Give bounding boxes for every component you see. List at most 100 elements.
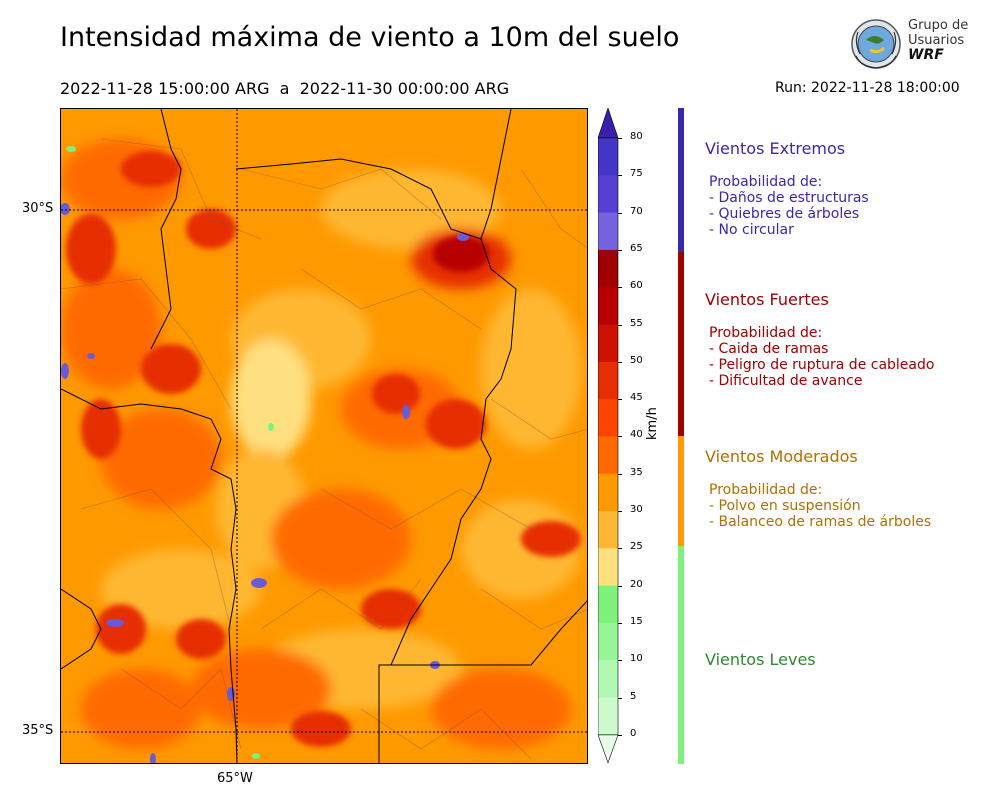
legend-category-title: Vientos Moderados <box>705 447 858 466</box>
colorbar-bin <box>598 585 618 624</box>
logo-line-1: Grupo de <box>908 18 969 33</box>
colorbar-tick-label: 5 <box>630 690 637 702</box>
legend-category: Vientos Fuertes Probabilidad de: - Caida d… <box>705 290 934 389</box>
colorbar-extend-max <box>597 107 619 139</box>
colorbar-bin <box>598 473 618 512</box>
colorbar-tick-mark <box>618 660 622 662</box>
legend-detail-line: - Peligro de ruptura de cableado <box>709 357 935 373</box>
legend-category: Vientos Moderados Probabilidad de: - Polvo… <box>705 447 931 530</box>
lat-label-30s: 30°S <box>22 201 54 216</box>
colorbar-svg <box>597 107 619 764</box>
colorbar-bin <box>598 622 618 661</box>
colorbar-tick-mark <box>618 399 622 401</box>
colorbar-tick-label: 45 <box>630 392 643 404</box>
colorbar-tick-mark <box>618 175 622 177</box>
colorbar-tick-mark <box>618 697 622 699</box>
lat-label-35s: 35°S <box>22 723 54 738</box>
legend-detail-line: Probabilidad de: <box>709 325 823 341</box>
legend-color-bar <box>678 436 684 546</box>
legend-category-details: Probabilidad de: - Daños de estructuras - … <box>705 174 869 238</box>
province-boundaries <box>61 109 587 763</box>
globe-icon <box>851 19 901 69</box>
legend-detail-line: Probabilidad de: <box>709 174 823 190</box>
legend-detail-line: - Polvo en suspensión <box>709 498 861 514</box>
colorbar-tick-label: 70 <box>630 205 643 217</box>
colorbar <box>597 107 628 768</box>
colorbar-bin <box>598 548 618 587</box>
colorbar-bin <box>598 249 618 288</box>
colorbar-extend-min <box>597 734 619 764</box>
colorbar-tick-label: 40 <box>630 429 643 441</box>
logo-line-3: WRF <box>908 47 944 63</box>
legend-detail-line: Probabilidad de: <box>709 482 823 498</box>
legend-detail-line: - Caida de ramas <box>709 341 829 357</box>
colorbar-bin <box>598 175 618 214</box>
colorbar-tick-mark <box>618 324 622 326</box>
strong-wind-cores <box>66 151 581 747</box>
wind-map <box>60 108 588 764</box>
wrf-logo: Grupo de Usuarios WRF <box>848 16 978 72</box>
colorbar-tick-mark <box>618 212 622 214</box>
colorbar-tick-label: 50 <box>630 354 643 366</box>
run-timestamp: Run: 2022-11-28 18:00:00 <box>775 80 960 96</box>
legend-color-bar <box>678 252 684 436</box>
legend-category-title: Vientos Leves <box>705 650 816 669</box>
colorbar-tick-label: 15 <box>630 615 643 627</box>
colorbar-bin <box>598 324 618 363</box>
colorbar-tick-label: 35 <box>630 466 643 478</box>
colorbar-bin <box>598 399 618 437</box>
colorbar-tick-mark <box>618 473 622 475</box>
colorbar-bin <box>598 436 618 475</box>
colorbar-bin <box>598 697 618 736</box>
colorbar-bin <box>598 138 618 176</box>
colorbar-tick-label: 60 <box>630 280 643 292</box>
colorbar-bin <box>598 361 618 400</box>
legend-detail-line: - Quiebres de árboles <box>709 206 860 222</box>
legend-category: Vientos Leves <box>705 650 816 669</box>
colorbar-tick-label: 20 <box>630 578 643 590</box>
legend-category-details: Probabilidad de: - Caida de ramas - Peligr… <box>705 325 934 389</box>
extreme-wind-spots <box>61 203 469 763</box>
colorbar-tick-mark <box>618 138 622 139</box>
colorbar-tick-label: 80 <box>630 131 643 142</box>
legend-category-title: Vientos Fuertes <box>705 290 829 309</box>
lon-label-65w: 65°W <box>217 771 253 786</box>
colorbar-tick-mark <box>618 361 622 363</box>
colorbar-tick-label: 0 <box>630 727 637 739</box>
colorbar-tick-mark <box>618 622 622 624</box>
legend-category: Vientos Extremos Probabilidad de: - Daños … <box>705 139 869 238</box>
colorbar-bin <box>598 287 618 325</box>
colorbar-tick-label: 65 <box>630 242 643 254</box>
colorbar-bin <box>598 660 618 698</box>
colorbar-tick-label: 25 <box>630 541 643 553</box>
graticule <box>61 109 587 763</box>
legend-color-bar <box>678 546 684 764</box>
legend-color-bar <box>678 108 684 252</box>
logo-line-2: Usuarios <box>908 33 965 48</box>
forecast-period: 2022-11-28 15:00:00 ARG a 2022-11-30 00:… <box>60 79 510 98</box>
colorbar-tick-mark <box>618 436 622 438</box>
legend-detail-line: - Dificultad de avance <box>709 373 863 389</box>
colorbar-bin <box>598 511 618 549</box>
legend-category-title: Vientos Extremos <box>705 139 846 158</box>
colorbar-tick-mark <box>618 249 622 251</box>
legend-detail-line: - Balanceo de ramas de árboles <box>709 514 932 530</box>
colorbar-tick-mark <box>618 548 622 550</box>
colorbar-tick-label: 10 <box>630 653 643 665</box>
colorbar-tick-mark <box>618 287 622 289</box>
light-wind-spots <box>66 146 274 759</box>
colorbar-bin <box>598 212 618 251</box>
colorbar-tick-label: 75 <box>630 168 643 180</box>
legend-category-details: Probabilidad de: - Polvo en suspensión - B… <box>705 482 931 530</box>
department-boundaries <box>61 138 587 760</box>
colorbar-tick-mark <box>618 734 622 736</box>
colorbar-unit-label: km/h <box>645 407 660 440</box>
chart-title: Intensidad máxima de viento a 10m del su… <box>60 22 680 53</box>
colorbar-tick-label: 30 <box>630 504 643 515</box>
legend-detail-line: - Daños de estructuras <box>709 190 869 206</box>
colorbar-tick-mark <box>618 511 622 512</box>
wind-field-svg <box>61 109 587 763</box>
colorbar-tick-mark <box>618 585 622 587</box>
legend-detail-line: - No circular <box>709 222 794 238</box>
colorbar-tick-label: 55 <box>630 317 643 329</box>
